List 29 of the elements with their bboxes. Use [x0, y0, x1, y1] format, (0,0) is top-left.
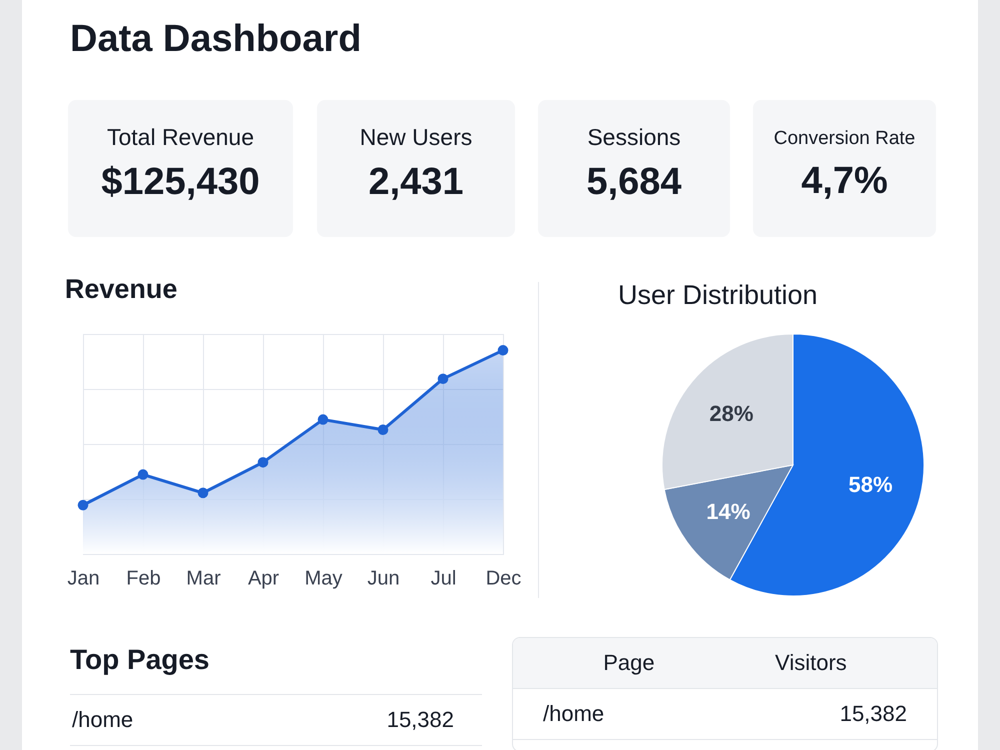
x-tick-label: Jul	[430, 568, 456, 590]
text: Sessions	[586, 124, 682, 151]
text: Total Revenue	[106, 124, 256, 151]
data-label: 58%	[848, 472, 893, 497]
text: /home	[543, 701, 604, 727]
text: Page	[603, 650, 655, 676]
x-tick-label: Dec	[486, 568, 522, 590]
data-label: 14%	[706, 499, 750, 524]
x-tick-label: May	[304, 568, 342, 590]
text: 2,431	[367, 161, 465, 204]
text: Top Pages	[70, 640, 482, 695]
text: 15,382	[386, 707, 454, 733]
x-tick-label: Apr	[248, 568, 280, 590]
chart-title: Revenue	[64, 274, 178, 304]
text: 4,7%	[800, 160, 889, 203]
data-label: 28%	[709, 401, 754, 426]
text: Conversion Rate	[772, 128, 916, 150]
text: 15,382	[840, 701, 907, 727]
text: Visitors	[775, 650, 847, 676]
text: /home	[72, 707, 134, 733]
text: 5,684	[585, 161, 683, 204]
x-tick-label: Jan	[67, 568, 100, 590]
chart-title: User Distribution	[618, 280, 818, 310]
text: New Users	[358, 124, 474, 151]
x-tick-label: Mar	[186, 568, 222, 590]
text: $125,430	[100, 161, 261, 204]
text: Data Dashboard	[70, 18, 362, 61]
x-tick-label: Jun	[367, 568, 400, 590]
x-tick-label: Feb	[126, 568, 161, 590]
